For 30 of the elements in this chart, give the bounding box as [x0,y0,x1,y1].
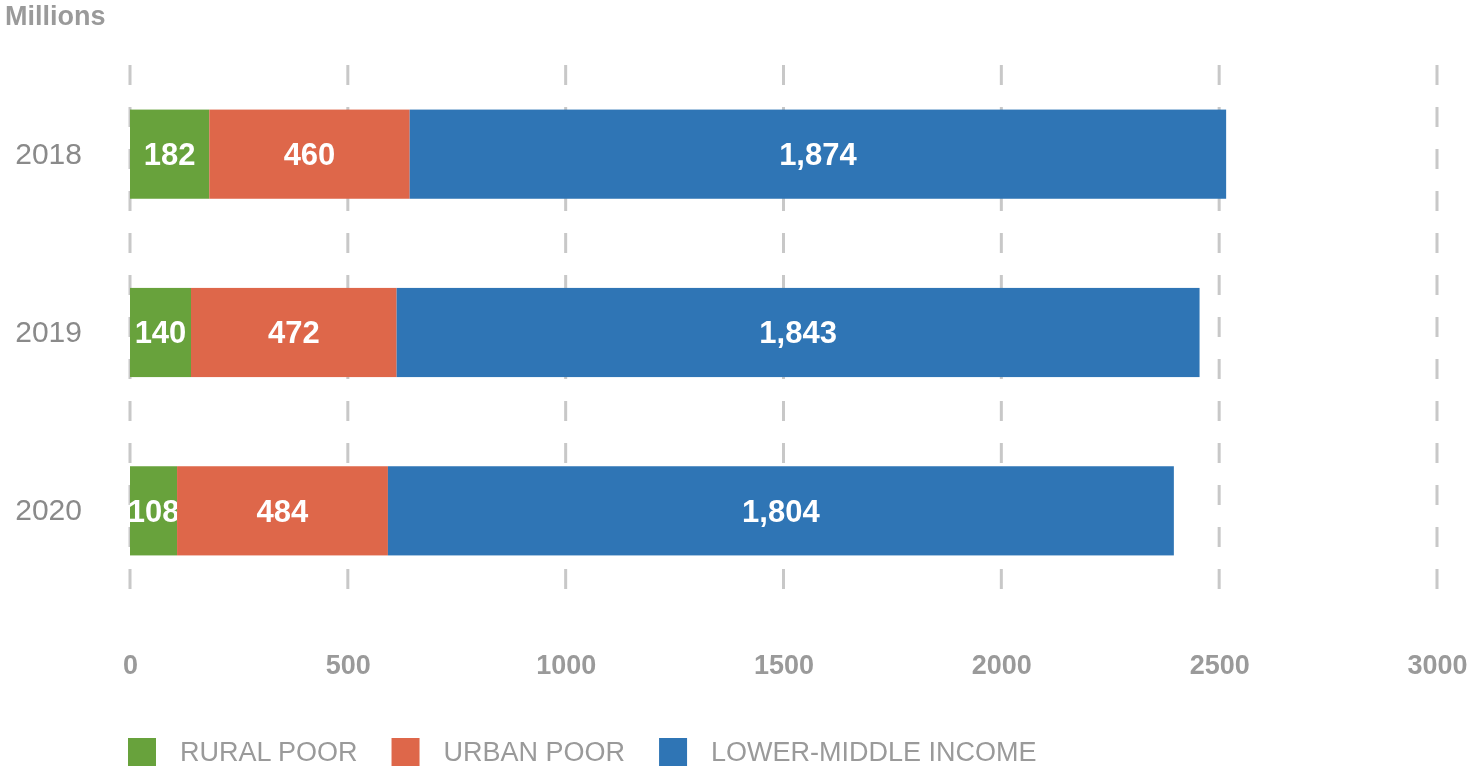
x-tick-label: 0 [122,650,139,681]
data-label: 460 [283,137,336,173]
bar [177,466,388,556]
bar [409,109,1227,199]
data-label: 1,843 [759,315,837,351]
bar [396,287,1200,378]
bar [130,109,210,199]
data-label: 182 [143,137,196,173]
y-tick-label: 2020 [15,493,82,527]
x-tick-label: 500 [325,650,371,681]
legend-label: LOWER-MIDDLE INCOME [711,737,1037,766]
legend-label: RURAL POOR [180,737,358,766]
x-tick-label: 3000 [1407,650,1468,681]
data-label: 484 [256,493,310,529]
text: Millions [5,1,106,31]
data-label: 472 [267,315,320,351]
data-label: 1,804 [742,493,821,529]
x-tick-label: 1500 [753,650,815,681]
bar [190,287,397,378]
bar [209,109,410,199]
legend-label: URBAN POOR [443,737,626,766]
data-label: 1,874 [779,137,858,173]
bar [387,466,1174,556]
x-tick-label: 1000 [536,650,597,681]
data-label: 108 [127,493,180,529]
data-label: 140 [134,315,187,351]
y-tick-label: 2019 [15,315,82,349]
x-tick-label: 2500 [1189,650,1250,681]
y-tick-label: 2018 [15,136,82,170]
x-tick-label: 2000 [971,650,1032,681]
